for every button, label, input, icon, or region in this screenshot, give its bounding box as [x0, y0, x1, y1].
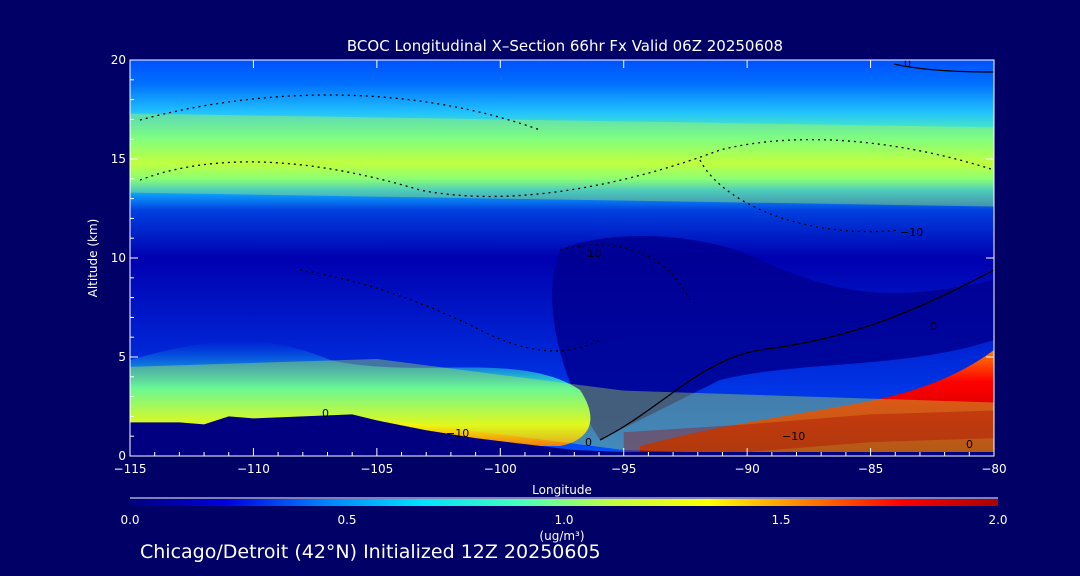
init-info-footer: Chicago/Detroit (42°N) Initialized 12Z 2… — [140, 541, 601, 563]
concentration-bands — [130, 113, 994, 456]
x-tick-label: −80 — [981, 462, 1006, 476]
contour-label: 0 — [930, 320, 937, 333]
plot-area: 0 −10 −10 −10 −10 0 0 0 0 — [130, 57, 994, 456]
x-tick-label: −115 — [114, 462, 147, 476]
colorbar-tick-label: 2.0 — [988, 513, 1007, 527]
x-tick-label: −85 — [858, 462, 883, 476]
concentration-band — [130, 358, 994, 456]
contour-label: 0 — [904, 57, 911, 70]
y-tick-label: 10 — [111, 251, 126, 265]
contour-label: 0 — [322, 407, 329, 420]
x-tick-label: −95 — [611, 462, 636, 476]
low-concentration-region — [552, 236, 994, 440]
x-tick-label: −105 — [360, 462, 393, 476]
colorbar-tick-label: 0.0 — [120, 513, 139, 527]
contour-label: −10 — [782, 430, 805, 443]
contour-line — [699, 159, 901, 233]
contour-label: 0 — [585, 436, 592, 449]
y-tick-label: 15 — [111, 152, 126, 166]
contour-label: −10 — [900, 226, 923, 239]
contour-lines — [139, 63, 994, 441]
x-tick-label: −100 — [484, 462, 517, 476]
contour-labels: 0 −10 −10 −10 −10 0 0 0 0 — [322, 57, 973, 451]
x-axis: −115 −110 −105 −100 −95 −90 −85 −80 — [114, 60, 1007, 476]
contour-label: −10 — [578, 247, 601, 260]
concentration-band — [130, 113, 994, 207]
contour-line — [893, 63, 994, 73]
x-tick-label: −90 — [734, 462, 759, 476]
x-tick-label: −110 — [237, 462, 270, 476]
colorbar-tick-label: 0.5 — [337, 513, 356, 527]
contour-label: −10 — [446, 427, 469, 440]
eastern-high-plume — [640, 350, 994, 456]
terrain — [130, 414, 994, 456]
colorbar — [130, 499, 998, 506]
contour-line — [599, 269, 994, 441]
colorbar-tick-label: 1.5 — [771, 513, 790, 527]
colorbar-units-label: (ug/m³) — [539, 529, 584, 543]
y-axis: 0 5 10 15 20 — [111, 53, 994, 463]
y-axis-label: Altitude (km) — [86, 219, 100, 298]
chart-title: BCOC Longitudinal X–Section 66hr Fx Vali… — [347, 37, 783, 55]
y-tick-label: 5 — [118, 350, 126, 364]
contour-label: 0 — [966, 438, 973, 451]
y-tick-label: 20 — [111, 53, 126, 67]
concentration-band — [623, 410, 994, 456]
colorbar-tick-label: 1.0 — [554, 513, 573, 527]
x-axis-label: Longitude — [532, 483, 592, 497]
colorbar-ticks: 0.0 0.5 1.0 1.5 2.0 — [120, 497, 1008, 527]
y-tick-label: 0 — [118, 449, 126, 463]
